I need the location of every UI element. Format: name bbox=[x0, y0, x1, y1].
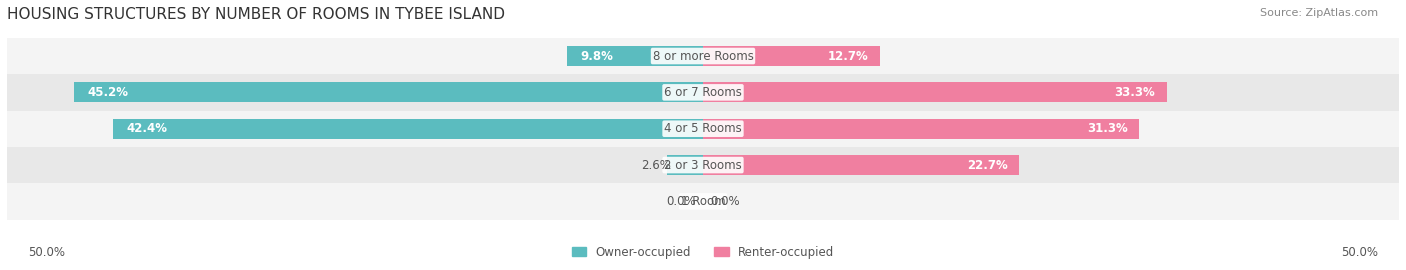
Bar bbox=[703, 82, 1167, 102]
Text: HOUSING STRUCTURES BY NUMBER OF ROOMS IN TYBEE ISLAND: HOUSING STRUCTURES BY NUMBER OF ROOMS IN… bbox=[7, 7, 505, 22]
Bar bbox=[112, 119, 703, 139]
Legend: Owner-occupied, Renter-occupied: Owner-occupied, Renter-occupied bbox=[572, 246, 834, 259]
Bar bbox=[703, 155, 1019, 175]
Bar bbox=[73, 82, 703, 102]
Bar bbox=[567, 46, 703, 66]
Text: 22.7%: 22.7% bbox=[967, 158, 1008, 171]
Text: 8 or more Rooms: 8 or more Rooms bbox=[652, 49, 754, 63]
Bar bbox=[7, 183, 1399, 220]
Bar bbox=[7, 110, 1399, 147]
Bar bbox=[7, 38, 1399, 74]
Text: 2.6%: 2.6% bbox=[641, 158, 671, 171]
Text: 31.3%: 31.3% bbox=[1087, 122, 1128, 135]
Text: 2 or 3 Rooms: 2 or 3 Rooms bbox=[664, 158, 742, 171]
Bar bbox=[7, 74, 1399, 110]
Bar bbox=[666, 155, 703, 175]
Text: 1 Room: 1 Room bbox=[681, 195, 725, 208]
Text: 12.7%: 12.7% bbox=[828, 49, 869, 63]
Text: Source: ZipAtlas.com: Source: ZipAtlas.com bbox=[1260, 8, 1378, 18]
Bar bbox=[7, 147, 1399, 183]
Bar bbox=[703, 46, 880, 66]
Text: 9.8%: 9.8% bbox=[581, 49, 613, 63]
Text: 50.0%: 50.0% bbox=[1341, 246, 1378, 259]
Text: 45.2%: 45.2% bbox=[87, 86, 129, 99]
Text: 33.3%: 33.3% bbox=[1115, 86, 1156, 99]
Text: 4 or 5 Rooms: 4 or 5 Rooms bbox=[664, 122, 742, 135]
Text: 0.0%: 0.0% bbox=[666, 195, 696, 208]
Text: 6 or 7 Rooms: 6 or 7 Rooms bbox=[664, 86, 742, 99]
Text: 0.0%: 0.0% bbox=[710, 195, 740, 208]
Bar bbox=[703, 119, 1139, 139]
Text: 42.4%: 42.4% bbox=[127, 122, 167, 135]
Text: 50.0%: 50.0% bbox=[28, 246, 65, 259]
